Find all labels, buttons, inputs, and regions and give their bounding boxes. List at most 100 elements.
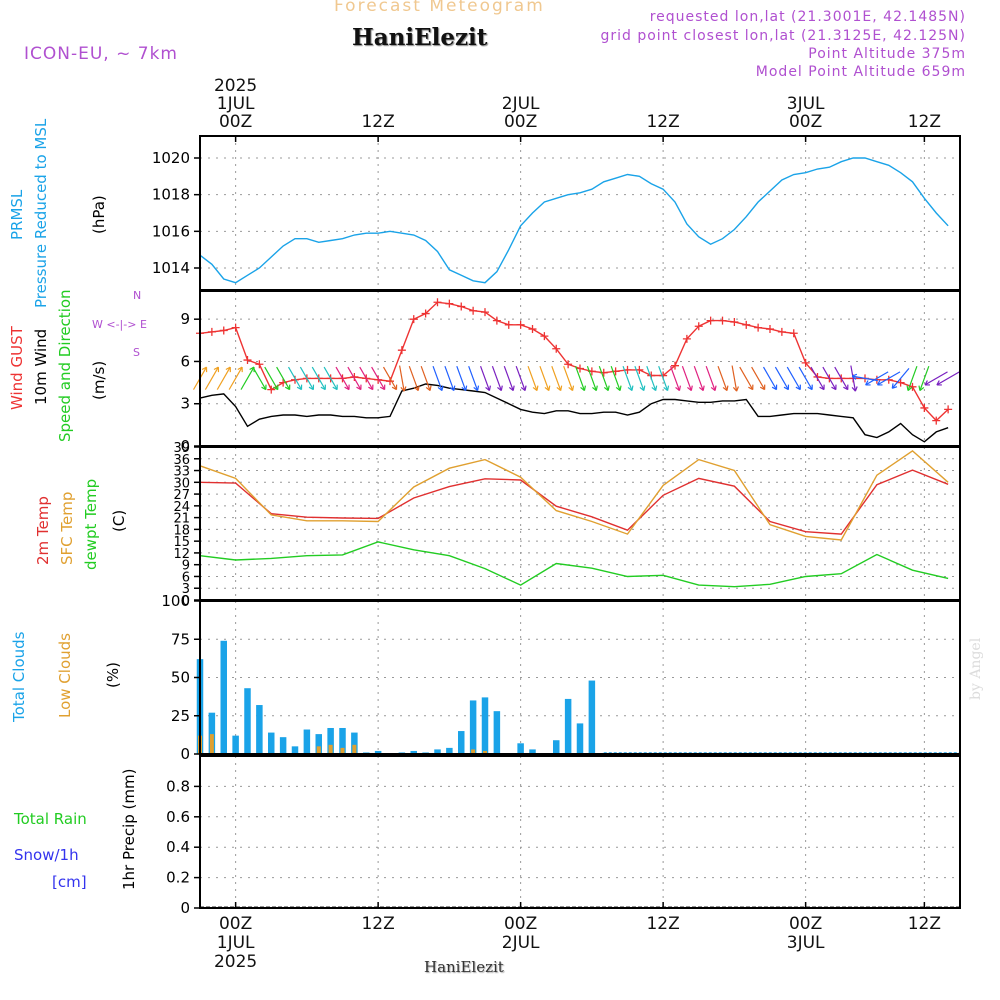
gust-marker (742, 320, 751, 329)
wind-arrow-head (918, 385, 925, 392)
gust-marker (801, 358, 810, 367)
wind-arrow (751, 366, 766, 390)
wind-arrow-head (891, 383, 898, 389)
wind-arrow-head (924, 380, 931, 386)
total-cloud-bar (279, 737, 287, 754)
wind-arrow-head (437, 385, 444, 392)
top-time-label: 1JUL (217, 94, 255, 114)
wind-arrow-head (485, 385, 491, 392)
y-tick-label: 24 (173, 500, 190, 515)
top-time-label: 00Z (789, 112, 822, 132)
wind-arrow (551, 365, 562, 391)
wind-arrow (240, 366, 255, 390)
series-line-prmsl (199, 157, 949, 284)
bottom-time-label: 2JUL (502, 933, 540, 953)
low-cloud-bar (209, 734, 214, 754)
y-tick-label: 33 (173, 465, 190, 480)
wind-arrow-head (308, 384, 315, 391)
gust-marker (231, 323, 240, 332)
top-time-label: 00Z (504, 112, 537, 132)
gust-marker (255, 360, 264, 369)
wind-arrow (681, 365, 692, 391)
wind-arrow-head (603, 385, 610, 392)
wind-arrow-head (651, 385, 658, 392)
wind-arrow (850, 365, 856, 392)
panel-frames (199, 135, 961, 909)
site-name-title: HaniElezit (352, 24, 488, 51)
bottom-time-label: 12Z (908, 914, 941, 934)
top-time-label: 3JUL (787, 94, 825, 114)
wind-arrow-head (663, 385, 670, 392)
compass-south: S (133, 346, 140, 359)
snow-unit-label: [cm] (52, 873, 87, 891)
y-tick-label: 0 (180, 899, 190, 917)
wind-arrow-head (876, 380, 883, 386)
wind-arrow-head (748, 384, 754, 391)
bottom-time-label: 12Z (361, 914, 394, 934)
wind-arrow (786, 366, 801, 390)
wind-arrow-head (532, 385, 539, 392)
gust-marker (552, 344, 561, 353)
wind-arrow-head (449, 385, 456, 392)
grid-point-coordinates: grid point closest lon,lat (21.3125E, 42… (600, 28, 966, 44)
wind-arrow-head (344, 384, 350, 391)
gust-marker (409, 315, 418, 324)
wind-arrow (347, 366, 362, 390)
wind-arrow-head (732, 386, 739, 392)
y-tick-label: 50 (171, 669, 190, 687)
gust-marker (397, 346, 406, 355)
y-tick-label: 18 (173, 523, 190, 538)
wind-arrow (515, 365, 526, 391)
y-tick-label: 0 (180, 437, 190, 455)
wind-arrow-head (687, 385, 693, 392)
y-tick-label: 100 (161, 592, 190, 610)
total-cloud-bar (446, 747, 453, 754)
panel-frame-precip (199, 755, 961, 909)
total-cloud-bar (493, 711, 501, 754)
wind-arrow (907, 365, 918, 391)
wind-arrow-head (556, 385, 563, 392)
wind-arrow (432, 365, 443, 391)
wind-arrow (204, 366, 219, 390)
wind-arrow (586, 365, 597, 391)
wind-arrow (444, 365, 455, 391)
wind-arrow (658, 365, 669, 391)
gust-marker (350, 372, 359, 381)
wind-arrow (731, 365, 738, 392)
gust-marker (421, 309, 430, 318)
gust-marker (813, 372, 822, 381)
gust-marker (433, 298, 442, 307)
wind-arrow (335, 366, 350, 390)
total-cloud-bar (244, 688, 251, 754)
gust-marker (374, 375, 383, 384)
wind-arrow (264, 366, 279, 390)
y-tick-label: 0.8 (166, 777, 190, 795)
y-tick-label: 0 (182, 594, 190, 609)
gust-marker (789, 329, 798, 338)
wind-arrow-head (722, 385, 729, 392)
gust-marker (457, 302, 466, 311)
y-tick-label: 3 (182, 582, 190, 597)
wind-arrow (822, 366, 837, 390)
wind-arrow-head (273, 384, 279, 391)
total-cloud-bar (564, 698, 572, 754)
wind-arrow (276, 366, 291, 390)
low-cloud-bar (340, 747, 345, 754)
gust-marker (219, 326, 228, 335)
wind-arrow-head (710, 385, 717, 392)
wind-arrow-head (225, 366, 231, 373)
wind-arrow-head (413, 385, 420, 392)
wind-arrow (563, 365, 574, 391)
series-line-sfc-temp (199, 450, 949, 541)
gust-marker (671, 361, 679, 370)
wind-arrow-head (568, 385, 575, 392)
series-line-10m-wind (199, 383, 949, 443)
bottom-time-label: 1JUL (217, 933, 255, 953)
low-cloud-bar (316, 746, 321, 754)
wind-arrow (228, 366, 243, 390)
top-time-label: 12Z (646, 112, 679, 132)
total-cloud-bar (481, 697, 489, 754)
wind-arrow-head (795, 384, 801, 391)
bottom-time-label: 3JUL (787, 933, 825, 953)
gust-marker (540, 332, 549, 341)
